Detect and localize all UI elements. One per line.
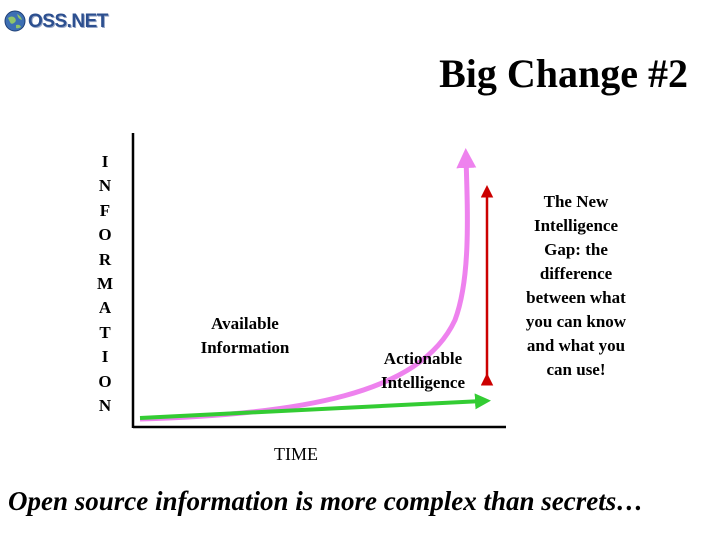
y-axis-letter: M — [96, 274, 114, 294]
actionable-intelligence-label: Actionable Intelligence — [380, 349, 466, 392]
y-axis-letter: N — [98, 176, 112, 196]
y-axis-letter: T — [99, 322, 111, 342]
y-axis-letter: O — [98, 371, 112, 391]
logo-text: OSS.NET — [28, 11, 108, 32]
x-axis-label: TIME — [274, 444, 318, 464]
page-title: Big Change #2 — [439, 51, 688, 96]
actionable-intelligence-line — [139, 393, 491, 420]
y-axis-letter: A — [98, 298, 112, 318]
y-axis-letter: I — [101, 347, 109, 367]
y-axis-letter: R — [98, 249, 112, 269]
y-axis-letter: I — [101, 152, 109, 171]
available-information-label: Available Information — [200, 314, 290, 357]
footer-caption: Open source information is more complex … — [8, 486, 644, 516]
logo: OSS.NET — [4, 8, 124, 38]
y-axis-letter: F — [99, 200, 111, 220]
y-axis-letter: N — [98, 396, 112, 416]
intelligence-gap-label: The New Intelligence Gap: the difference… — [525, 192, 627, 379]
globe-icon — [4, 10, 26, 32]
y-axis-letter: O — [98, 225, 112, 245]
